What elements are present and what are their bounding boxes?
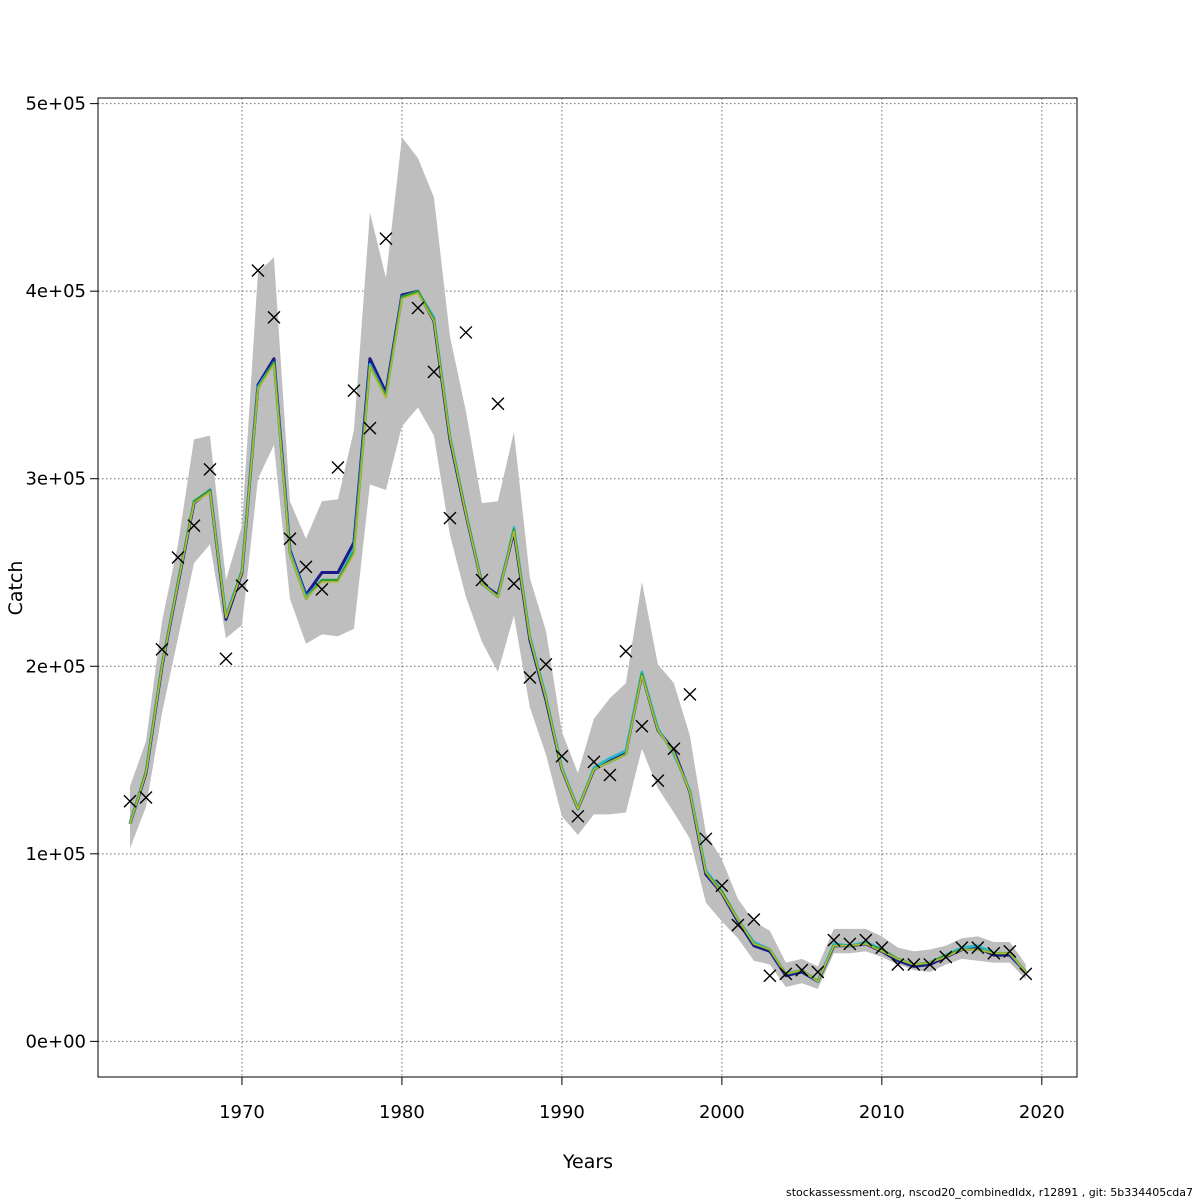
y-tick-label: 2e+05 <box>25 656 86 677</box>
observed-point <box>715 879 729 893</box>
x-tick-label: 1980 <box>379 1102 425 1123</box>
observed-point <box>939 950 953 964</box>
observed-point <box>1019 967 1033 981</box>
observed-point <box>651 774 665 788</box>
observed-point <box>139 791 153 805</box>
x-tick-label: 2000 <box>699 1102 745 1123</box>
observed-point <box>731 918 745 932</box>
observed-point <box>283 532 297 546</box>
observed-point <box>763 969 777 983</box>
observed-point <box>315 582 329 596</box>
observed-point <box>875 941 889 955</box>
observed-point <box>539 657 553 671</box>
x-tick-label: 1990 <box>539 1102 585 1123</box>
observed-point <box>427 365 441 379</box>
y-tick-label: 0e+00 <box>25 1031 86 1052</box>
observed-point <box>523 671 537 685</box>
observed-point <box>827 933 841 947</box>
y-tick-label: 4e+05 <box>25 281 86 302</box>
x-axis-title: Years <box>562 1151 613 1173</box>
observed-point <box>443 511 457 525</box>
observed-point <box>635 719 649 733</box>
x-tick-label: 2010 <box>859 1102 905 1123</box>
observed-point <box>955 941 969 955</box>
observed-point <box>363 421 377 435</box>
observed-point <box>459 325 473 339</box>
observed-point <box>555 749 569 763</box>
observed-point <box>923 957 937 971</box>
observed-point <box>843 937 857 951</box>
plot-frame <box>97 97 1078 1078</box>
observed-point <box>683 687 697 701</box>
observed-point <box>219 652 233 666</box>
observed-point <box>491 397 505 411</box>
x-axis: 1970 1980 1990 2000 2010 2020 <box>219 1077 1065 1123</box>
observed-point <box>331 460 345 474</box>
observed-point <box>251 264 265 278</box>
observed-point <box>859 933 873 947</box>
observed-point <box>171 550 185 564</box>
observed-point <box>187 519 201 533</box>
y-axis-title: Catch <box>5 561 27 616</box>
observed-point <box>971 941 985 955</box>
observed-point <box>907 957 921 971</box>
observed-point <box>379 232 393 246</box>
observed-point <box>155 642 169 656</box>
y-tick-label: 5e+05 <box>25 94 86 115</box>
observed-points <box>123 232 1033 983</box>
y-tick-label: 1e+05 <box>25 844 86 865</box>
observed-point <box>587 755 601 769</box>
y-axis: 0e+00 1e+05 2e+05 3e+05 4e+05 5e+05 <box>25 94 98 1052</box>
observed-point <box>203 462 217 476</box>
x-tick-label: 2020 <box>1019 1102 1065 1123</box>
observed-point <box>667 742 681 756</box>
observed-point <box>507 577 521 591</box>
observed-point <box>267 310 281 324</box>
observed-point <box>411 301 425 315</box>
observed-point <box>779 967 793 981</box>
footer-source: stockassessment.org, nscod20_combinedIdx… <box>786 1186 1193 1199</box>
series-lines <box>128 289 1027 983</box>
observed-point <box>699 832 713 846</box>
observed-point <box>347 384 361 398</box>
observed-point <box>1003 944 1017 958</box>
y-tick-label: 3e+05 <box>25 469 86 490</box>
observed-point <box>747 912 761 926</box>
observed-point <box>795 963 809 977</box>
observed-point <box>475 573 489 587</box>
series-line-3 <box>129 292 1027 983</box>
observed-point <box>603 768 617 782</box>
observed-point <box>619 644 633 658</box>
observed-point <box>299 560 313 574</box>
grid <box>98 98 1077 1077</box>
observed-point <box>891 957 905 971</box>
observed-point <box>235 579 249 593</box>
observed-point <box>811 965 825 979</box>
observed-point <box>123 794 137 808</box>
observed-point <box>987 946 1001 960</box>
observed-point <box>571 809 585 823</box>
x-tick-label: 1970 <box>219 1102 265 1123</box>
